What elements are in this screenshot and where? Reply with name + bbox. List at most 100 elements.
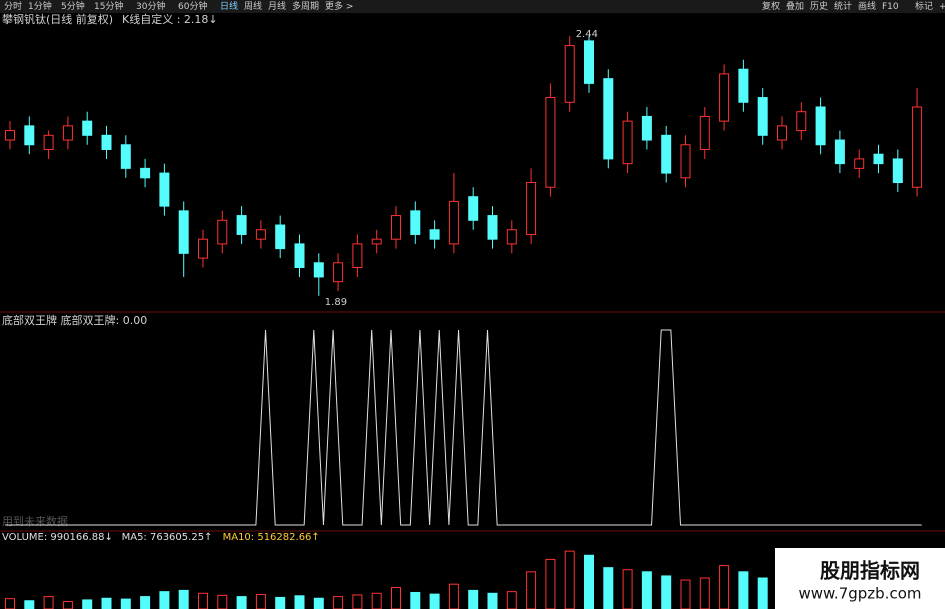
candle-body bbox=[699, 115, 710, 150]
candle-body bbox=[43, 134, 54, 150]
volume-bar bbox=[333, 596, 344, 609]
volume-bar bbox=[198, 592, 208, 609]
candle-body bbox=[391, 215, 401, 240]
candle-body bbox=[738, 68, 749, 103]
volume-bar bbox=[178, 589, 189, 609]
volume-bar bbox=[391, 587, 401, 609]
toolbar-button[interactable]: 画线 bbox=[858, 0, 876, 12]
volume-bar bbox=[468, 589, 479, 609]
candle-body bbox=[719, 73, 730, 122]
candle-body bbox=[140, 167, 151, 179]
volume-bar bbox=[641, 571, 652, 609]
volume-header: MA10: 516282.66↑ bbox=[223, 532, 320, 543]
volume-bar bbox=[140, 596, 151, 609]
candle-body bbox=[448, 200, 459, 245]
volume-bar bbox=[43, 596, 54, 609]
candle-body bbox=[371, 238, 382, 245]
candle-body bbox=[641, 115, 652, 141]
watermark-title: 股朋指标网 bbox=[820, 559, 920, 583]
candle-body bbox=[506, 229, 517, 245]
toolbar-button[interactable]: 1分钟 bbox=[28, 0, 52, 12]
toolbar-button[interactable]: 多周期 bbox=[292, 0, 319, 12]
volume-bar bbox=[294, 595, 305, 609]
candle-body bbox=[178, 210, 189, 254]
stock-title: 攀钢钒钛(日线 前复权) bbox=[2, 12, 113, 26]
signal-line bbox=[5, 329, 922, 526]
volume-bar bbox=[545, 558, 556, 609]
candle-body bbox=[892, 158, 903, 184]
volume-bar bbox=[738, 571, 749, 609]
signal-note: 用到未来数据 bbox=[2, 514, 68, 528]
candle-body bbox=[815, 106, 826, 146]
volume-bar bbox=[101, 597, 112, 609]
candle-body bbox=[680, 144, 691, 179]
candle-body bbox=[159, 172, 170, 207]
volume-bar bbox=[448, 583, 459, 609]
watermark-box bbox=[775, 548, 945, 609]
toolbar-button[interactable]: 周线 bbox=[244, 0, 262, 12]
volume-bar bbox=[603, 567, 614, 609]
toolbar-button[interactable]: 月线 bbox=[268, 0, 286, 12]
candle-body bbox=[82, 120, 93, 136]
candle-body bbox=[5, 130, 15, 141]
candle-body bbox=[584, 40, 594, 84]
toolbar-button[interactable]: 30分钟 bbox=[136, 0, 165, 12]
toolbar-button[interactable]: 日线 bbox=[220, 0, 238, 12]
volume-bar bbox=[429, 593, 440, 609]
volume-bar bbox=[352, 594, 363, 609]
candle-body bbox=[757, 97, 768, 136]
toolbar-button[interactable]: +自选 bbox=[939, 0, 945, 12]
candle-body bbox=[854, 158, 865, 169]
price-annotation: 2.44 bbox=[576, 29, 598, 40]
watermark-url: www.7gpzb.com bbox=[799, 585, 922, 603]
volume-bar bbox=[217, 594, 228, 609]
toolbar-button[interactable]: 更多 > bbox=[325, 0, 353, 12]
volume-bar bbox=[120, 598, 131, 609]
toolbar bbox=[0, 0, 945, 13]
volume-bar bbox=[275, 596, 286, 609]
volume-bar bbox=[24, 600, 35, 609]
candle-body bbox=[333, 262, 344, 283]
toolbar-button[interactable]: 15分钟 bbox=[94, 0, 123, 12]
candle-body bbox=[834, 139, 845, 165]
candle-body bbox=[487, 215, 498, 240]
toolbar-button[interactable]: 历史 bbox=[810, 0, 828, 12]
candle-body bbox=[255, 229, 266, 240]
candle-body bbox=[564, 45, 575, 103]
volume-bar bbox=[506, 591, 517, 609]
toolbar-button[interactable]: 复权 bbox=[762, 0, 780, 12]
price-annotation: 1.89 bbox=[325, 297, 347, 308]
candle-body bbox=[217, 219, 228, 245]
candle-body bbox=[526, 182, 537, 235]
volume-bar bbox=[159, 591, 170, 609]
volume-bar bbox=[757, 577, 768, 609]
volume-bar bbox=[680, 579, 691, 609]
indicator-label: K线自定义 : 2.18↓ bbox=[122, 12, 218, 26]
volume-header: VOLUME: 990166.88↓ bbox=[2, 532, 113, 543]
toolbar-button[interactable]: 分时 bbox=[4, 0, 22, 12]
toolbar-button[interactable]: 标记 bbox=[915, 0, 933, 12]
toolbar-button[interactable]: F10 bbox=[882, 2, 899, 12]
volume-bar bbox=[371, 592, 382, 609]
candle-body bbox=[62, 125, 73, 141]
toolbar-button[interactable]: 5分钟 bbox=[61, 0, 85, 12]
candle-body bbox=[873, 153, 884, 165]
candle-body bbox=[120, 144, 131, 169]
volume-bar bbox=[410, 591, 421, 609]
toolbar-button[interactable]: 叠加 bbox=[786, 1, 804, 12]
volume-bar bbox=[622, 569, 633, 609]
volume-bar bbox=[699, 577, 710, 609]
volume-bar bbox=[564, 550, 575, 609]
volume-bar bbox=[62, 601, 73, 609]
volume-bar bbox=[255, 594, 266, 609]
candle-body bbox=[622, 120, 633, 165]
volume-bar bbox=[5, 598, 15, 609]
candle-body bbox=[24, 125, 35, 146]
toolbar-button[interactable]: 统计 bbox=[834, 0, 852, 12]
candle-body bbox=[429, 229, 440, 240]
toolbar-button[interactable]: 60分钟 bbox=[178, 0, 207, 12]
candle-body bbox=[294, 243, 305, 269]
candle-body bbox=[912, 106, 923, 188]
